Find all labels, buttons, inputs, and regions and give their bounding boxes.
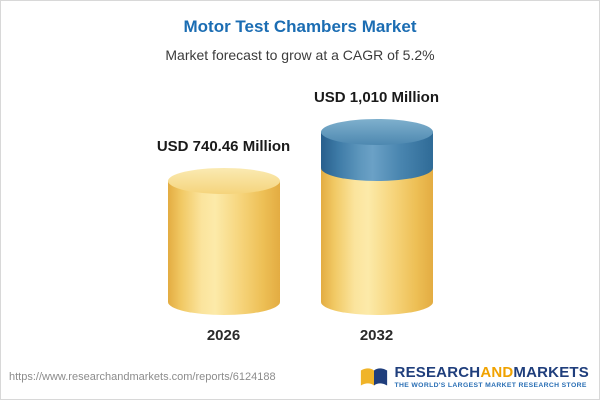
bar-cylinder-2026 [167, 168, 280, 315]
category-label-2026: 2026 [206, 327, 241, 344]
page-subtitle: Market forecast to grow at a CAGR of 5.2… [165, 47, 435, 63]
brand-word-research: RESEARCH [394, 364, 481, 381]
value-label-2026: USD 740.46 Million [156, 138, 291, 155]
bar-body-2026 [167, 181, 280, 315]
bar-chart: USD 740.46 Million 2026 USD 1,010 Millio… [1, 89, 599, 344]
brand-word-markets: MARKETS [513, 364, 589, 381]
open-book-icon [360, 368, 387, 386]
report-url: https://www.researchandmarkets.com/repor… [9, 371, 276, 383]
page-title: Motor Test Chambers Market [183, 17, 417, 36]
bar-group-2026: USD 740.46 Million 2026 [151, 138, 296, 344]
brand-tagline: THE WORLD'S LARGEST MARKET RESEARCH STOR… [394, 382, 587, 389]
category-label-2032: 2032 [359, 327, 394, 344]
brand-name: RESEARCHANDMARKETS [395, 365, 589, 380]
brand-word-and: AND [480, 364, 514, 381]
value-label-2032: USD 1,010 Million [313, 89, 440, 106]
bar-cap-2026 [167, 168, 280, 194]
brand-logo-text: RESEARCHANDMARKETS THE WORLD'S LARGEST M… [395, 365, 589, 389]
bar-group-2032: USD 1,010 Million 2032 [304, 89, 449, 344]
bar-cap-2032 [320, 119, 433, 145]
brand-logo: RESEARCHANDMARKETS THE WORLD'S LARGEST M… [359, 365, 589, 389]
bar-cylinder-2032 [320, 119, 433, 315]
footer: https://www.researchandmarkets.com/repor… [1, 355, 599, 399]
growth-segment-2032 [320, 119, 433, 181]
